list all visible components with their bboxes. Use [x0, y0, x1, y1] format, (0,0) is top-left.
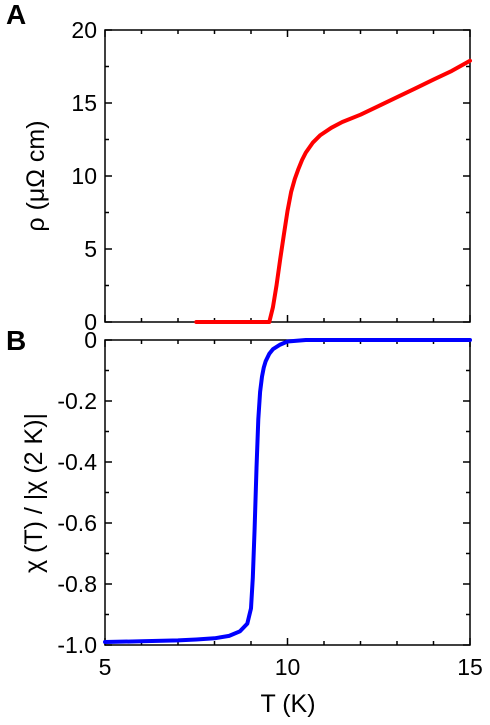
panel-b-x-ticks: 5 10 15	[99, 340, 483, 680]
panel-a-y-tick-label: 20	[71, 17, 97, 43]
panel-a-lines	[194, 58, 472, 324]
panel-b-y-tick-label: 0	[84, 327, 97, 353]
panel-b-susceptibility: B 0 -0.2 -0.4 -0.6 -0.8 -1.0 5 10 15 χ (T) / |χ…	[6, 325, 483, 718]
panel-b-x-tick-label: 15	[457, 654, 483, 680]
panel-b-y-tick-label: -1.0	[57, 632, 97, 658]
panel-a-y-axis-title: ρ (μΩ cm)	[22, 120, 50, 231]
panel-b-y-tick-label: -0.2	[57, 388, 97, 414]
panel-b-frame	[104, 339, 471, 646]
panel-b-series-line	[103, 338, 472, 644]
panel-b-y-ticks: 0 -0.2 -0.4 -0.6 -0.8 -1.0	[57, 327, 470, 658]
panel-a-y-tick-label: 0	[84, 309, 97, 335]
panel-a-x-ticks	[104, 30, 471, 322]
panel-a-frame	[104, 29, 471, 323]
panel-a-y-tick-label: 15	[71, 90, 97, 116]
panel-b-x-tick-label: 5	[99, 654, 112, 680]
panel-b-x-tick-label: 10	[275, 654, 301, 680]
panel-a-series-line	[194, 58, 472, 324]
panel-b-y-tick-label: -0.8	[57, 571, 97, 597]
panel-b-y-tick-label: -0.4	[57, 449, 97, 475]
panel-a-y-tick-label: 5	[84, 236, 97, 262]
panel-b-y-axis-title: χ (T) / |χ (2 K)|	[20, 413, 48, 573]
panel-b-letter: B	[6, 325, 26, 356]
panel-b-y-tick-label: -0.6	[57, 510, 97, 536]
panel-b-x-axis-title: T (K)	[260, 690, 315, 718]
panel-b-lines	[103, 338, 472, 644]
panel-a-resistivity: A 0 5 10 15 20 ρ (μΩ cm)	[6, 0, 472, 335]
panel-a-letter: A	[6, 0, 26, 30]
panel-a-y-tick-label: 10	[71, 163, 97, 189]
panel-a-y-ticks: 0 5 10 15 20	[71, 17, 470, 335]
